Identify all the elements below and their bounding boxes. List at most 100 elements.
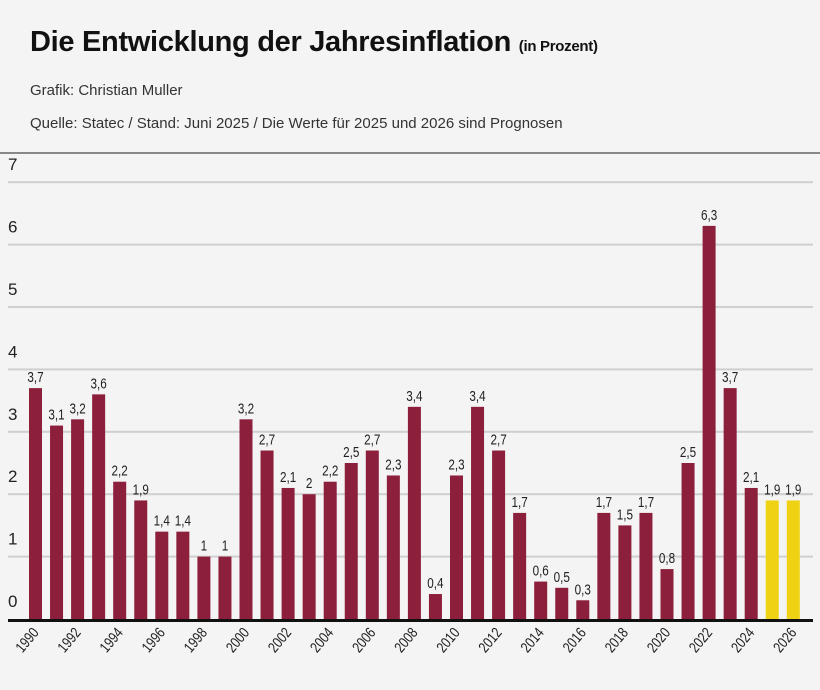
- bar-2010: [450, 475, 463, 619]
- bar-1995: [134, 500, 148, 619]
- data-label-2001: 2,7: [259, 431, 275, 448]
- data-label-1996: 1,4: [154, 512, 171, 529]
- x-tick-label: 1996: [138, 624, 168, 655]
- title-text: Die Entwicklung der Jahresinflation: [30, 26, 511, 58]
- credit-text: Grafik: Christian Muller: [30, 82, 183, 99]
- data-label-2016: 0,3: [575, 581, 591, 598]
- gridline: [8, 306, 813, 308]
- data-label-2021: 2,5: [680, 444, 696, 461]
- data-label-2015: 0,5: [554, 568, 570, 585]
- bar-1993: [92, 394, 106, 619]
- data-label-1999: 1: [222, 537, 229, 554]
- bar-2013: [513, 512, 527, 619]
- header-divider: [0, 152, 820, 154]
- bar-2014: [534, 581, 548, 619]
- y-tick-label: 5: [8, 280, 17, 299]
- bar-2023: [723, 388, 737, 619]
- x-tick-label: 2014: [517, 624, 547, 655]
- bar-2001: [260, 450, 274, 619]
- gridline: [8, 181, 813, 184]
- y-tick-label: 0: [8, 592, 17, 611]
- bar-2002: [281, 487, 295, 619]
- bar-2017: [597, 512, 611, 619]
- x-tick-label: 1992: [54, 624, 84, 655]
- data-label-2004: 2,2: [322, 462, 338, 479]
- x-tick-label: 2026: [770, 624, 800, 655]
- x-tick-label: 1998: [181, 624, 211, 655]
- bar-2006: [365, 450, 379, 619]
- data-label-1990: 3,7: [27, 369, 43, 386]
- bar-2008: [407, 406, 421, 619]
- data-label-2012: 2,7: [490, 431, 506, 448]
- data-label-1992: 3,2: [69, 400, 85, 417]
- chart-title: Die Entwicklung der Jahresinflation (in …: [30, 26, 598, 59]
- data-label-2011: 3,4: [469, 387, 486, 404]
- bar-2015: [555, 587, 569, 619]
- y-tick-label: 1: [8, 530, 17, 549]
- x-tick-label: 2018: [602, 624, 632, 655]
- data-label-2023: 3,7: [722, 369, 738, 386]
- data-label-2000: 3,2: [238, 400, 254, 417]
- bar-2020: [660, 569, 674, 619]
- x-tick-label: 2004: [307, 624, 337, 655]
- data-label-2024: 2,1: [743, 469, 759, 486]
- bar-1996: [155, 531, 169, 619]
- bar-2019: [639, 512, 653, 619]
- y-tick-label: 2: [8, 467, 17, 486]
- data-label-2010: 2,3: [448, 456, 464, 473]
- data-label-1994: 2,2: [112, 462, 128, 479]
- bar-1998: [197, 556, 211, 619]
- y-tick-label: 7: [8, 155, 17, 174]
- data-label-1998: 1: [201, 537, 208, 554]
- bar-2024: [744, 487, 758, 619]
- x-tick-label: 2016: [559, 624, 589, 655]
- data-label-2020: 0,8: [659, 550, 675, 567]
- x-tick-label: 2010: [433, 624, 463, 655]
- data-label-2009: 0,4: [427, 575, 444, 592]
- bar-2026: [786, 500, 800, 619]
- x-tick-label: 2008: [391, 624, 421, 655]
- data-label-1993: 3,6: [91, 375, 107, 392]
- x-tick-label: 2012: [475, 624, 505, 655]
- x-axis-line: [8, 619, 813, 622]
- gridline: [8, 368, 813, 371]
- bar-1997: [176, 531, 190, 619]
- source-text: Quelle: Statec / Stand: Juni 2025 / Die …: [30, 115, 563, 132]
- x-tick-label: 1990: [12, 624, 42, 655]
- bar-2012: [492, 450, 506, 619]
- bar-2003: [302, 494, 316, 619]
- data-label-2019: 1,7: [638, 494, 654, 511]
- title-unit: (in Prozent): [518, 38, 598, 55]
- bar-2004: [323, 481, 337, 619]
- bar-2016: [576, 600, 590, 619]
- x-tick-label: 2006: [349, 624, 379, 655]
- x-tick-label: 1994: [96, 624, 126, 655]
- data-label-2008: 3,4: [406, 387, 423, 404]
- bar-2009: [428, 594, 442, 619]
- y-tick-label: 4: [8, 342, 17, 361]
- x-tick-label: 2000: [223, 624, 253, 655]
- data-label-2026: 1,9: [785, 481, 801, 498]
- x-tick-label: 2002: [265, 624, 295, 655]
- data-label-2018: 1,5: [617, 506, 633, 523]
- bar-1990: [29, 388, 42, 619]
- data-label-2007: 2,3: [385, 456, 401, 473]
- x-tick-label: 2022: [686, 624, 716, 655]
- data-label-2013: 1,7: [512, 494, 528, 511]
- data-label-2005: 2,5: [343, 444, 359, 461]
- bar-2011: [471, 406, 485, 619]
- y-tick-label: 6: [8, 218, 17, 237]
- data-label-1995: 1,9: [133, 481, 149, 498]
- bar-2022: [702, 225, 716, 619]
- data-label-2025: 1,9: [764, 481, 780, 498]
- y-tick-label: 3: [8, 405, 17, 424]
- bar-2005: [344, 463, 358, 619]
- data-label-2002: 2,1: [280, 469, 296, 486]
- data-label-2003: 2: [306, 475, 313, 492]
- x-tick-label: 2024: [728, 624, 758, 655]
- bar-2000: [239, 419, 253, 619]
- bar-2021: [681, 463, 695, 619]
- bar-2007: [386, 475, 400, 619]
- bar-1994: [113, 481, 127, 619]
